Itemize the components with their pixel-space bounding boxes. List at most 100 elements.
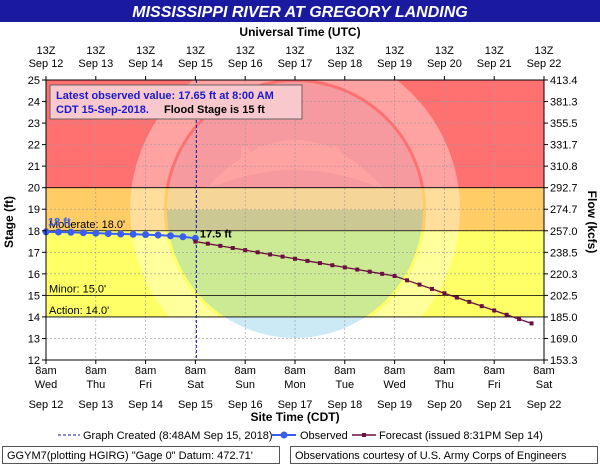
top-tick-date: Sep 15	[178, 58, 213, 70]
flood-stage-note: Flood Stage is 15 ft	[164, 104, 265, 116]
legend: Graph Created (8:48AM Sep 15, 2018) Obse…	[58, 430, 543, 442]
annotations: 18 ft 17.5 ft	[48, 217, 232, 241]
zone-action	[46, 295, 544, 317]
observed-point	[129, 230, 137, 238]
y-tick-label: 20	[28, 183, 40, 195]
y2-tick-label: 202.5	[550, 290, 578, 302]
gage-datum-footer: GGYM7(plotting HGIRG) "Gage 0" Datum: 47…	[2, 446, 280, 464]
bottom-tick-date: Sep 18	[327, 399, 362, 411]
chart-title: MISSISSIPPI RIVER AT GREGORY LANDING	[132, 4, 467, 21]
bottom-tick-date: Sep 14	[128, 399, 163, 411]
y2-tick-label: 153.3	[550, 355, 578, 367]
bottom-tick-day: Sat	[536, 379, 553, 391]
top-axis-label: Universal Time (UTC)	[239, 25, 360, 39]
top-tick-date: Sep 18	[327, 58, 362, 70]
top-tick-date: Sep 16	[228, 58, 263, 70]
bottom-tick-day: Tue	[336, 379, 355, 391]
title-bar	[0, 0, 600, 22]
y-tick-label: 18	[28, 226, 40, 238]
y2-tick-label: 274.7	[550, 204, 578, 216]
bottom-tick-day: Fri	[139, 379, 152, 391]
forecast-line	[195, 240, 532, 324]
observed-point	[154, 231, 162, 239]
observed-point	[79, 229, 87, 237]
y2-tick-label: 257.0	[550, 226, 578, 238]
legend-forecast-label: Forecast (issued 8:31PM Sep 14)	[379, 430, 543, 442]
forecast-point	[317, 261, 322, 266]
bottom-tick-day: Thu	[435, 379, 454, 391]
forecast-point	[517, 317, 522, 322]
svg-text:NOAA: NOAA	[239, 140, 351, 178]
y-tick-label: 25	[28, 75, 40, 87]
y2-tick-label: 381.3	[550, 97, 578, 109]
bottom-tick-time: 8am	[35, 365, 56, 377]
bottom-tick-date: Sep 19	[377, 399, 412, 411]
forecast-point	[330, 263, 335, 268]
forecast-point	[492, 308, 497, 313]
forecast-point	[342, 265, 347, 270]
top-tick-date: Sep 19	[377, 58, 412, 70]
forecast-point	[193, 239, 198, 244]
forecast-point	[305, 258, 310, 263]
bottom-tick-time: 8am	[384, 365, 405, 377]
legend-observed-label: Observed	[300, 430, 348, 442]
bottom-tick-date: Sep 15	[178, 399, 213, 411]
y-tick-label: 13	[28, 333, 40, 345]
top-tick-hour: 13Z	[485, 45, 504, 57]
forecast-point	[268, 252, 273, 257]
forecast-point	[293, 256, 297, 261]
forecast-point	[255, 250, 260, 255]
forecast-point	[380, 271, 385, 276]
observed-point	[92, 229, 100, 237]
top-tick-hour: 13Z	[335, 45, 354, 57]
bottom-tick-day: Mon	[284, 379, 305, 391]
flood-category-label: Minor: 15.0'	[49, 283, 106, 295]
bottom-ticks: 8am Wed Sep 12 8am Thu Sep 13 8am Fri Sep 14 8am S…	[29, 360, 561, 411]
flood-category-label: Action: 14.0'	[49, 305, 109, 317]
bottom-tick-date: Sep 12	[29, 399, 64, 411]
bottom-tick-time: 8am	[483, 365, 504, 377]
bottom-tick-time: 8am	[434, 365, 455, 377]
bottom-tick-time: 8am	[334, 365, 355, 377]
y-tick-label: 22	[28, 140, 40, 152]
y-axis-label: Stage (ft)	[2, 196, 16, 248]
observed-point	[142, 231, 150, 239]
top-tick-hour: 13Z	[37, 45, 56, 57]
bottom-tick-time: 8am	[185, 365, 206, 377]
top-tick-date: Sep 21	[477, 58, 512, 70]
y2-tick-label: 310.8	[550, 161, 578, 173]
y2-axis-label: Flow (kcfs)	[585, 191, 599, 254]
forecast-point	[205, 241, 210, 246]
forecast-point	[417, 282, 422, 287]
observations-credit-footer: Observations courtesy of U.S. Army Corps…	[290, 446, 598, 464]
observed-point	[117, 230, 125, 238]
bottom-tick-time: 8am	[284, 365, 305, 377]
bottom-tick-day: Sat	[187, 379, 204, 391]
top-tick-date: Sep 13	[78, 58, 113, 70]
latest-observation-line1: Latest observed value: 17.65 ft at 8:00 …	[56, 90, 274, 102]
value-annotation: 17.5 ft	[200, 229, 232, 241]
top-tick-hour: 13Z	[286, 45, 305, 57]
bottom-tick-day: Thu	[86, 379, 105, 391]
forecast-point	[392, 274, 397, 278]
y2-tick-label: 413.4	[550, 75, 578, 87]
top-tick-hour: 13Z	[236, 45, 255, 57]
forecast-point	[280, 254, 285, 259]
y-tick-label: 12	[28, 355, 40, 367]
y2-tick-label: 292.7	[550, 183, 578, 195]
bottom-tick-time: 8am	[533, 365, 554, 377]
bottom-tick-time: 8am	[85, 365, 106, 377]
observed-point	[54, 228, 62, 236]
bottom-tick-day: Fri	[488, 379, 501, 391]
top-tick-hour: 13Z	[435, 45, 454, 57]
legend-forecast-marker	[362, 433, 366, 437]
bottom-tick-time: 8am	[135, 365, 156, 377]
forecast-point	[442, 291, 447, 296]
forecast-point	[230, 246, 235, 250]
y2-tick-label: 169.0	[550, 333, 578, 345]
bottom-tick-date: Sep 16	[228, 399, 263, 411]
left-y-ticks: 12 13 14 15 16 17 18 19 20 21 22 23 24 25	[28, 75, 46, 367]
top-tick-date: Sep 12	[29, 58, 64, 70]
y2-tick-label: 331.7	[550, 140, 578, 152]
